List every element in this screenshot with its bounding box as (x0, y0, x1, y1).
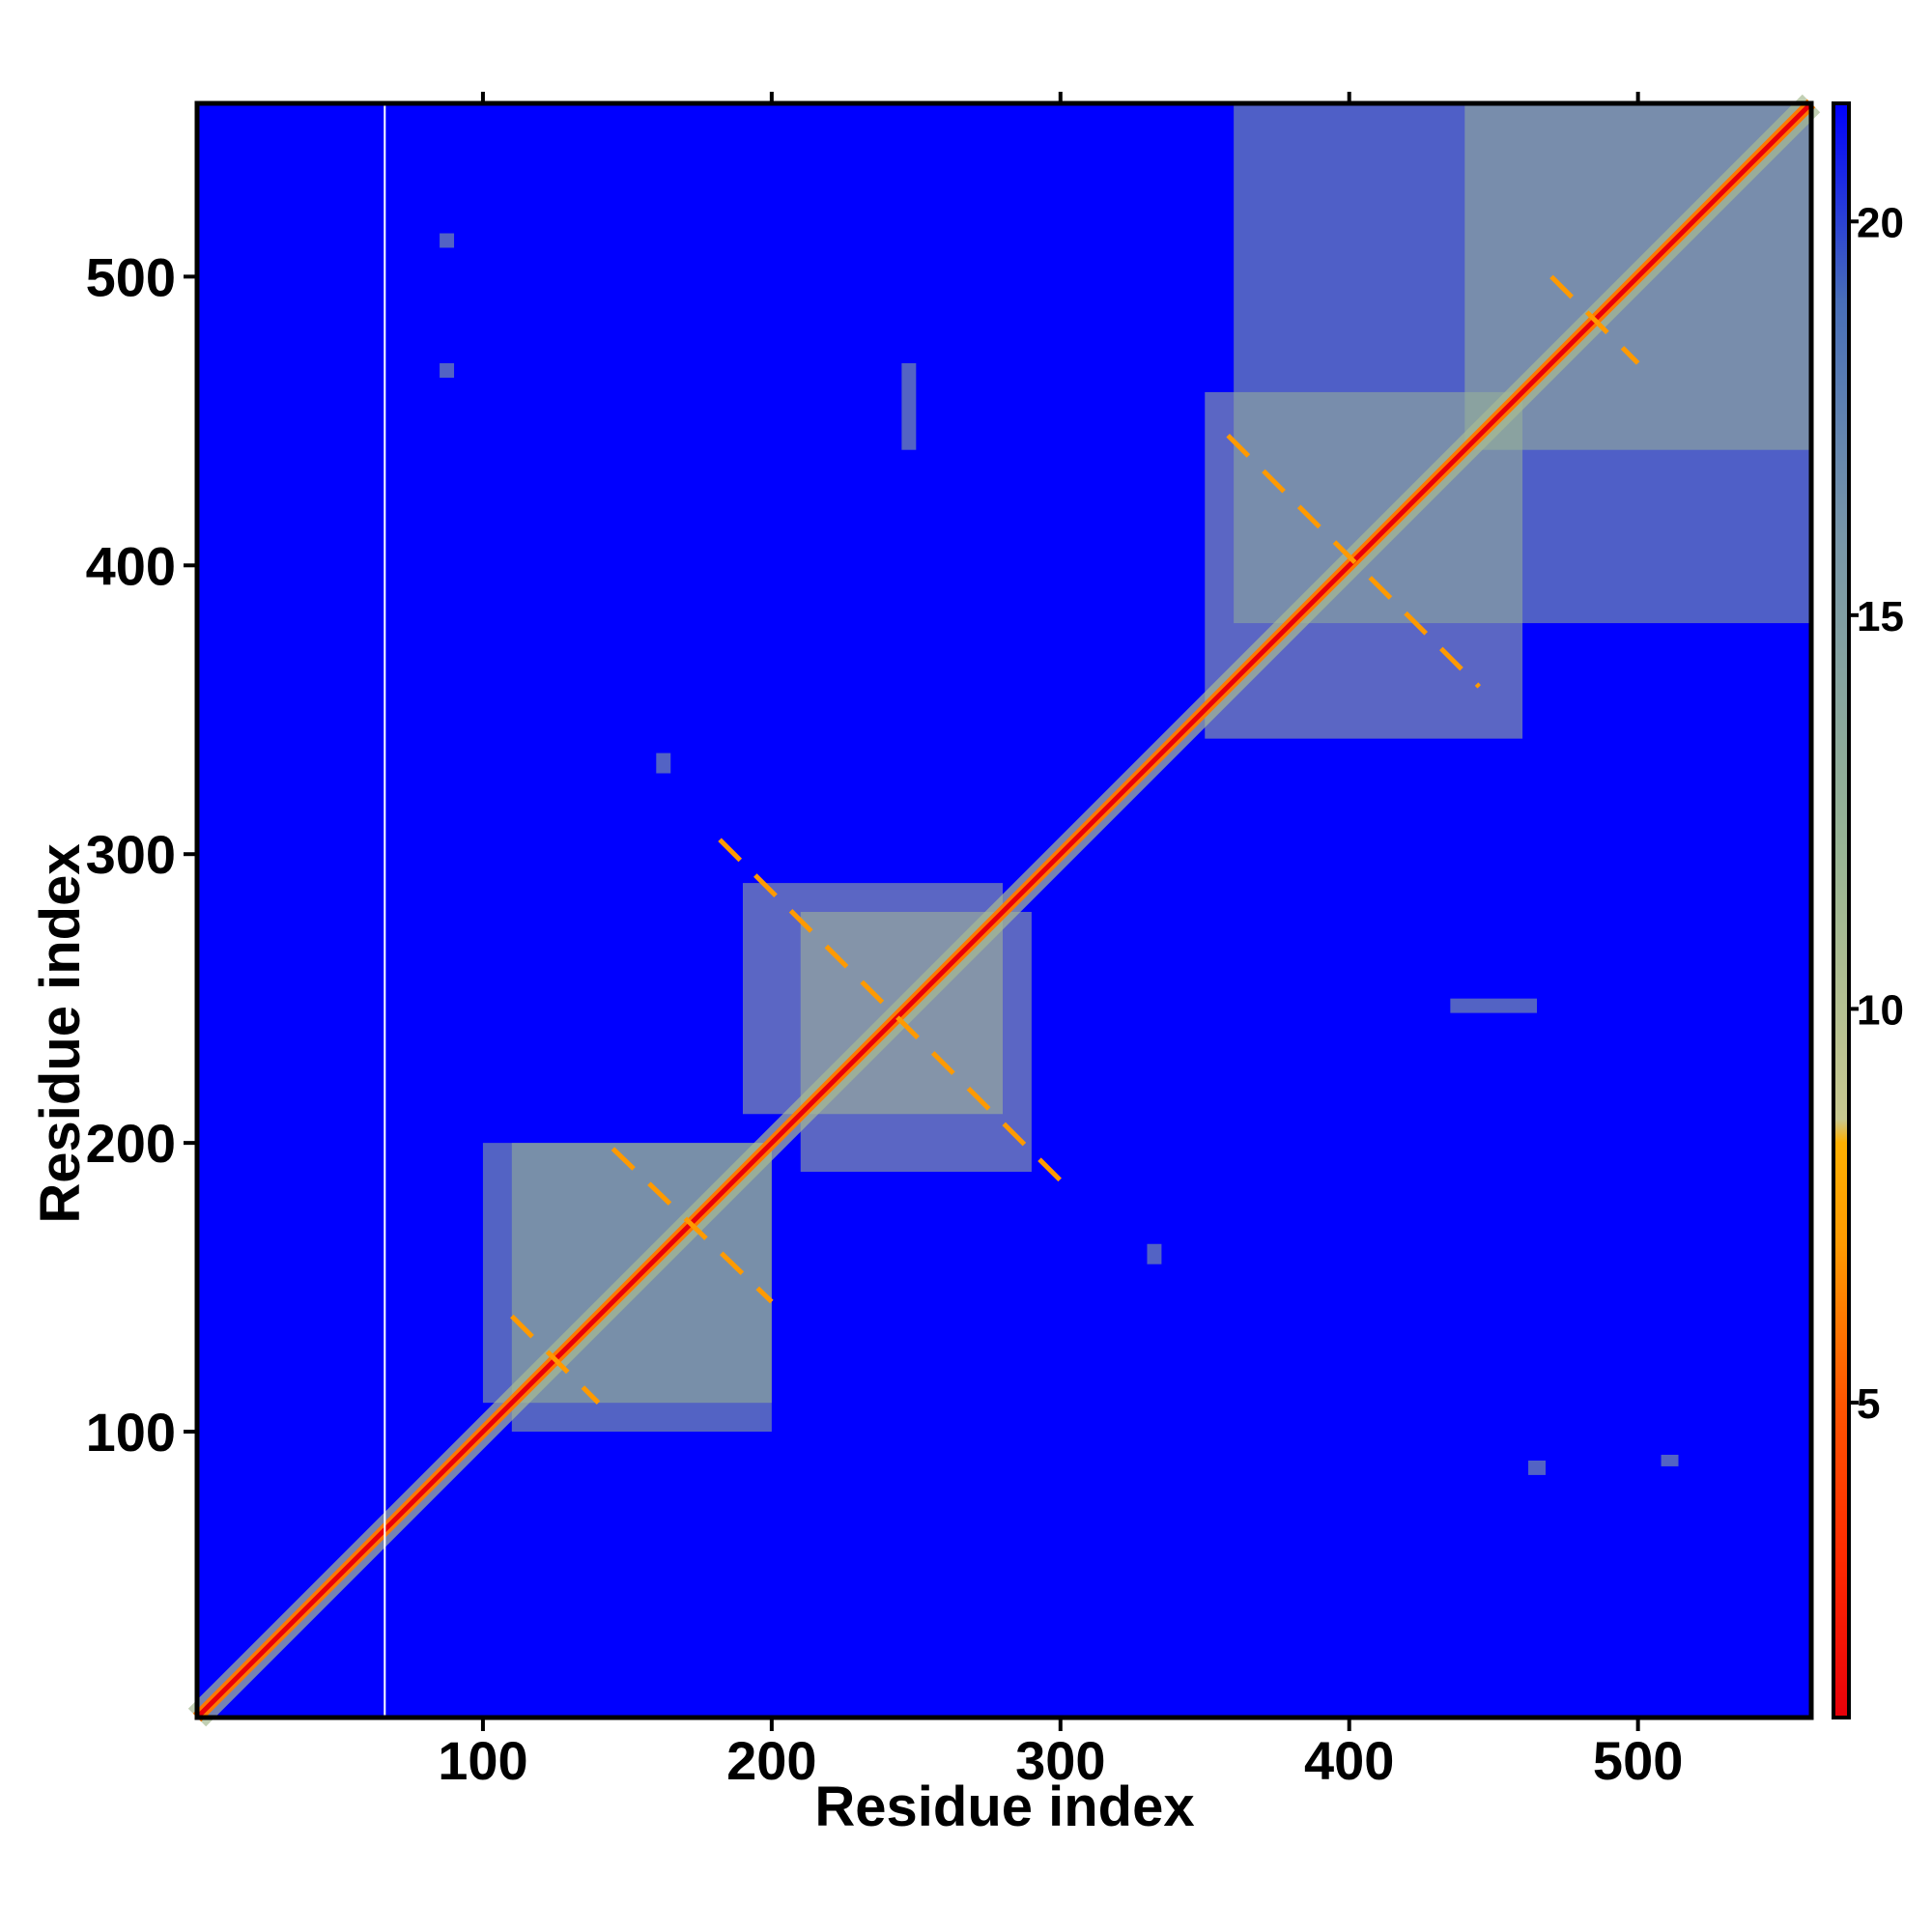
y-tick-label: 200 (86, 1113, 176, 1174)
y-tick-label: 400 (86, 535, 176, 596)
x-tick-label: 100 (438, 1730, 527, 1791)
plot-frame (194, 100, 1814, 1720)
colorbar-tick-label: 20 (1857, 199, 1904, 246)
colorbar-tick-label: 5 (1857, 1380, 1880, 1428)
contact-streak (1549, 274, 1640, 365)
y-tick-label: 100 (86, 1402, 176, 1463)
contact-block (440, 363, 455, 378)
x-tick-label: 500 (1593, 1730, 1683, 1791)
colorbar-scale (1833, 103, 1849, 1718)
contact-block (901, 363, 917, 450)
x-axis-title: Residue index (814, 1776, 1194, 1838)
contact-block (1147, 1243, 1162, 1264)
colorbar-frame (1832, 101, 1851, 1719)
contact-block (440, 233, 455, 248)
contact-streak (611, 1147, 774, 1304)
colorbar-tick-label: 10 (1857, 986, 1904, 1034)
contact-block (656, 753, 671, 774)
y-axis-title: Residue index (29, 843, 92, 1223)
contact-block (1661, 1454, 1679, 1466)
contact-streak (718, 838, 1077, 1197)
y-tick-label: 500 (86, 246, 176, 307)
contact-streak (510, 1314, 601, 1405)
y-tick-label: 300 (86, 824, 176, 885)
x-tick-label: 300 (1015, 1730, 1105, 1791)
colorbar: 5 10 15 20 (1832, 101, 1904, 1719)
contact-streak (1226, 433, 1482, 689)
axes: 100 200 300 400 500 100 200 300 400 500 (86, 92, 1814, 1791)
diagonal-core (195, 101, 1813, 1719)
heatmap-area (187, 94, 1821, 1727)
contact-block (1450, 998, 1538, 1013)
contact-block (742, 883, 1004, 1115)
colorbar-tick-label: 15 (1857, 593, 1904, 640)
contact-block (1528, 1460, 1546, 1475)
x-tick-label: 400 (1304, 1730, 1394, 1791)
x-tick-label: 200 (726, 1730, 816, 1791)
